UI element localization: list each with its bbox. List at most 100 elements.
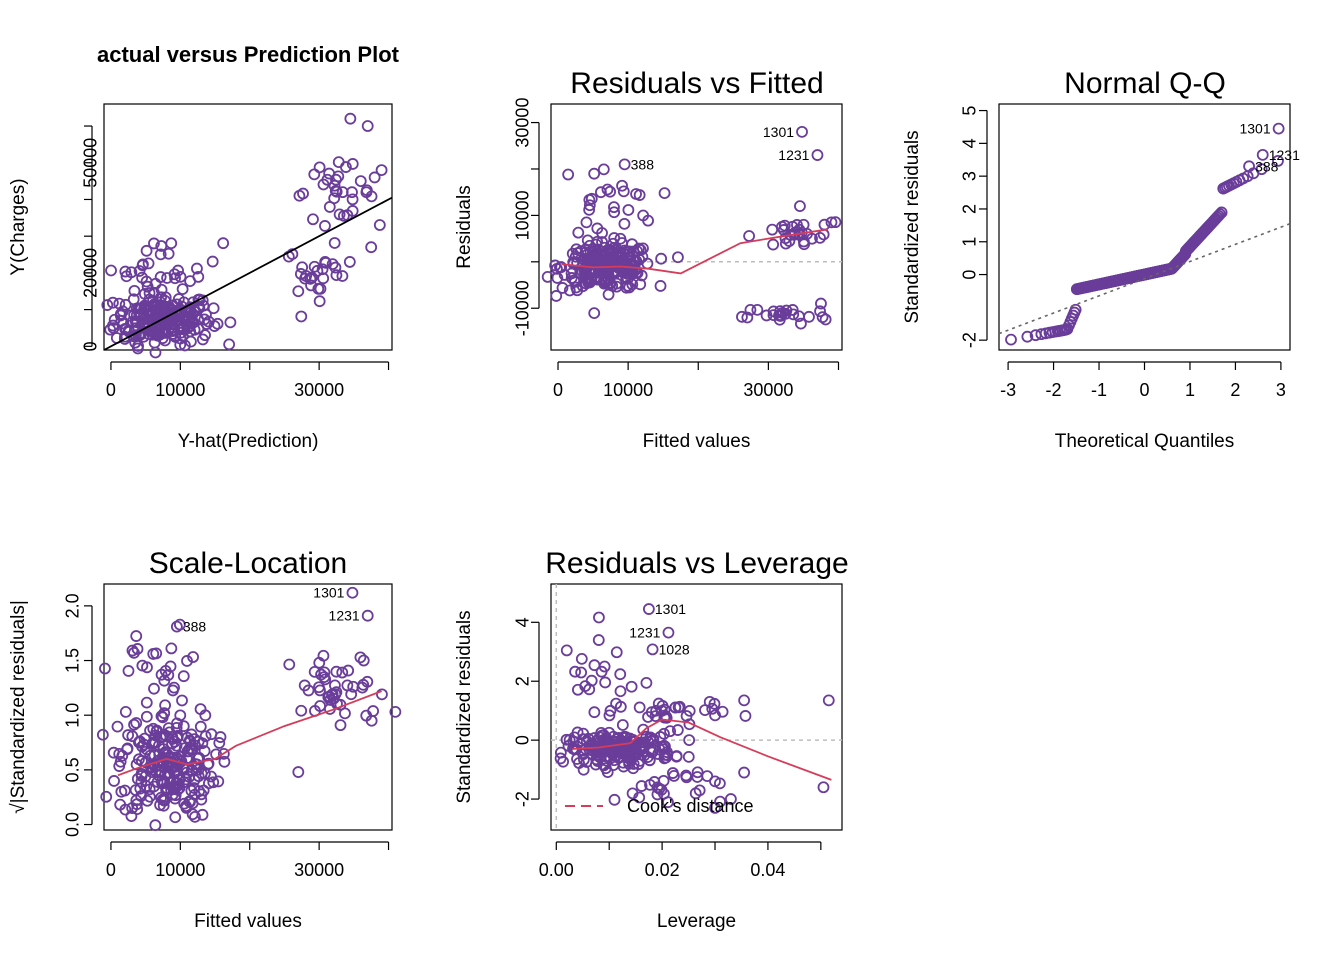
data-point	[154, 248, 167, 261]
data-point	[328, 237, 341, 249]
data-point	[655, 252, 668, 265]
data-point	[308, 168, 321, 181]
data-point	[626, 267, 639, 280]
data-point	[107, 746, 120, 759]
x-tick-label: 3	[1276, 380, 1286, 400]
data-point	[184, 275, 197, 288]
data-point	[368, 171, 381, 184]
data-point	[617, 185, 630, 198]
data-point	[133, 736, 145, 749]
y-tick-label: 1.5	[63, 648, 83, 673]
data-point	[814, 305, 826, 318]
data-point	[811, 149, 824, 161]
data-point	[293, 189, 306, 202]
data-point	[618, 217, 631, 230]
point-label: 1231	[329, 608, 360, 624]
data-point	[153, 739, 165, 752]
x-axis-label: Y-hat(Prediction)	[178, 431, 319, 452]
data-point	[155, 240, 168, 252]
data-point	[336, 666, 349, 679]
data-point	[590, 257, 603, 270]
data-point	[571, 753, 583, 765]
data-point	[583, 193, 596, 206]
data-point	[588, 167, 601, 180]
data-point	[599, 676, 612, 689]
data-point	[596, 236, 608, 248]
data-point	[633, 791, 646, 804]
point-label: 1231	[629, 625, 660, 641]
data-point	[743, 230, 756, 242]
data-point	[632, 758, 645, 771]
data-point	[107, 322, 120, 334]
point-label: 1028	[659, 641, 690, 657]
data-point	[148, 237, 160, 250]
data-point	[314, 684, 326, 697]
smoother-line	[561, 228, 829, 275]
x-tick-label: 30000	[294, 860, 344, 880]
data-point	[709, 775, 721, 788]
data-point	[167, 751, 180, 764]
data-point	[618, 158, 631, 171]
data-point	[354, 651, 367, 664]
data-point	[334, 719, 347, 732]
data-point	[165, 237, 178, 250]
panel-5: Residuals vs Leverage Leverage Standardize…	[454, 547, 849, 932]
data-point	[140, 743, 153, 756]
data-point	[571, 247, 584, 259]
x-tick-label: 30000	[743, 380, 793, 400]
y-tick-label: 0	[81, 341, 101, 351]
x-tick-label: -1	[1091, 380, 1107, 400]
data-point	[326, 688, 339, 700]
data-point	[646, 746, 659, 759]
data-point	[136, 259, 149, 272]
y-tick-label: 0	[513, 735, 533, 745]
data-point	[128, 718, 140, 731]
data-point	[111, 720, 124, 733]
data-point	[581, 234, 594, 247]
data-point	[131, 803, 144, 816]
x-tick-label: 10000	[603, 380, 653, 400]
data-point	[153, 322, 166, 335]
data-point	[603, 709, 616, 722]
point-label: 1231	[778, 147, 809, 163]
data-point	[610, 735, 623, 748]
data-point	[599, 762, 612, 775]
data-point	[121, 742, 134, 755]
data-point	[176, 323, 189, 335]
data-point	[642, 711, 654, 723]
data-point	[140, 696, 153, 709]
x-axis-label: Leverage	[657, 911, 736, 932]
data-point	[158, 674, 171, 687]
data-point	[738, 766, 751, 779]
data-point	[621, 253, 634, 266]
data-point	[1272, 155, 1284, 167]
data-point	[108, 775, 120, 787]
data-point	[660, 711, 673, 724]
data-point	[150, 765, 162, 778]
y-axis-label: Residuals	[454, 185, 475, 268]
x-axis-label: Fitted values	[194, 911, 302, 932]
data-point	[598, 272, 611, 285]
data-point	[174, 270, 187, 283]
data-point	[608, 206, 621, 219]
data-point	[136, 271, 149, 284]
data-point	[313, 161, 326, 174]
data-point	[633, 189, 646, 201]
data-point	[736, 310, 748, 323]
data-point	[118, 333, 131, 345]
data-point	[1243, 160, 1255, 173]
data-point	[389, 705, 402, 718]
data-point	[126, 644, 139, 657]
data-point	[566, 247, 579, 260]
data-point	[115, 785, 128, 798]
data-point	[194, 703, 207, 715]
data-point	[610, 697, 622, 710]
data-point	[604, 244, 617, 257]
point-label: 1301	[655, 601, 686, 617]
smoother-line	[572, 718, 832, 781]
data-point	[651, 781, 664, 794]
data-point	[129, 784, 142, 797]
data-points	[541, 125, 842, 330]
data-point	[1035, 328, 1048, 341]
y-tick-label: 4	[960, 138, 980, 148]
